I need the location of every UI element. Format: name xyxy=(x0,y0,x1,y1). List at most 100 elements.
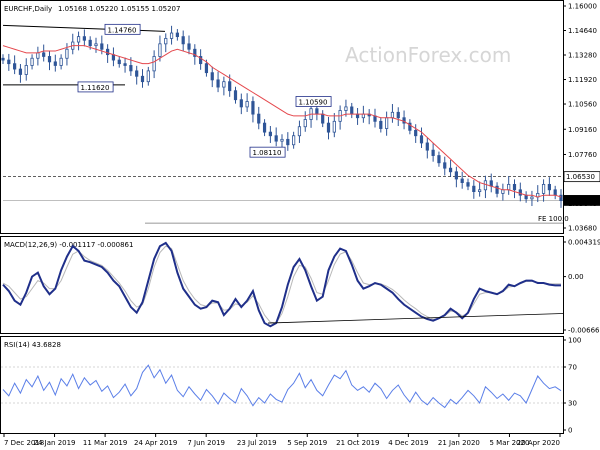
macd-panel-frame xyxy=(0,236,564,334)
candle-body xyxy=(123,63,127,66)
candle-body xyxy=(466,182,470,187)
candle-body xyxy=(140,75,145,83)
x-tick-label: 21 Oct 2019 xyxy=(336,439,379,447)
candle-body xyxy=(483,180,488,191)
candle-body xyxy=(396,111,400,119)
candle-body xyxy=(18,68,23,75)
candle-body xyxy=(390,111,395,119)
candle-body xyxy=(431,149,435,156)
candle-body xyxy=(106,48,110,56)
candle-body xyxy=(199,56,203,65)
candle-body xyxy=(448,167,453,173)
candle-body xyxy=(175,32,179,38)
price-y-tick-label: 1.14640 xyxy=(568,27,597,35)
macd-line xyxy=(2,241,561,328)
candle-body xyxy=(129,65,133,72)
rsi-line-path xyxy=(2,364,562,409)
candle-body xyxy=(315,108,319,115)
label-high-sep: 1.10590 xyxy=(299,98,328,106)
x-tick-label: 23 Jul 2019 xyxy=(237,439,277,447)
candle-body xyxy=(152,56,156,72)
candle-body xyxy=(292,135,296,146)
x-tick-label: 5 Mar 2020 xyxy=(489,439,529,447)
candle-body xyxy=(268,131,272,137)
tag-level-10653: 1.06530 xyxy=(566,173,595,181)
candle-body xyxy=(460,178,464,183)
candle-body xyxy=(437,155,441,164)
candle-body xyxy=(7,59,11,65)
macd-trendline xyxy=(267,313,564,324)
candle-body xyxy=(146,70,150,83)
candle-body xyxy=(222,81,226,88)
macd-y-tick-label: 0.00 xyxy=(568,273,584,281)
label-high-sep-box xyxy=(295,96,332,107)
candle-body xyxy=(373,115,377,122)
tag-level-10653-box xyxy=(563,171,600,183)
label-low-aug: 1.08110 xyxy=(253,149,282,157)
x-tick-label: 24 Jan 2019 xyxy=(34,439,76,447)
price-header-ohlc: 1.05168 1.05220 1.05155 1.05207 xyxy=(58,5,180,13)
candle-body xyxy=(204,63,209,74)
candle-body xyxy=(53,61,57,66)
macd-y-tick-label: 0.004319 xyxy=(568,239,600,247)
moving-average-line xyxy=(2,45,562,198)
candle-body xyxy=(169,32,174,39)
candle-body xyxy=(193,48,197,57)
candle-body xyxy=(164,38,168,45)
price-y-tick-label: 1.11920 xyxy=(568,76,597,84)
x-tick-label: 4 Dec 2019 xyxy=(388,439,428,447)
x-tick-label: 24 Apr 2019 xyxy=(134,439,177,447)
candle-body xyxy=(524,194,528,200)
label-high-apr: 1.14760 xyxy=(108,26,137,34)
candle-body xyxy=(82,36,86,41)
candle-body xyxy=(541,183,546,194)
candle-body xyxy=(187,43,191,50)
candle-body xyxy=(94,43,98,47)
candle-body xyxy=(332,120,336,133)
candle-body xyxy=(280,138,284,142)
candle-body xyxy=(419,135,424,144)
price-moving-average xyxy=(2,45,562,198)
candle-body xyxy=(297,126,302,137)
candle-body xyxy=(547,183,551,191)
watermark: ActionForex.com xyxy=(345,43,511,67)
candle-body xyxy=(216,79,220,88)
candle-body xyxy=(501,189,505,194)
rsi-y-tick-label: 70 xyxy=(568,364,577,372)
candle-body xyxy=(117,59,121,65)
price-y-tick-label: 1.16000 xyxy=(568,3,597,11)
price-y-tick-label: 1.03680 xyxy=(568,225,597,233)
candle-body xyxy=(228,81,232,92)
candle-body xyxy=(257,113,261,124)
rsi-y-axis: 100 70 30 0 xyxy=(563,337,581,435)
price-header-symbol: EURCHF,Daily xyxy=(4,5,52,13)
candle-body xyxy=(408,122,412,131)
candle-body xyxy=(472,185,476,193)
price-panel-frame xyxy=(0,0,564,234)
candle-body xyxy=(42,52,46,57)
label-low-mar: 1.11620 xyxy=(81,84,110,92)
x-tick-label: 21 Jan 2020 xyxy=(438,439,480,447)
label-high-apr-box xyxy=(104,23,141,35)
candle-body xyxy=(559,194,563,202)
price-y-tick-label: 1.10560 xyxy=(568,101,597,109)
tag-current-price: 1.05207 xyxy=(566,197,595,205)
rsi-header: RSI(14) 43.6828 xyxy=(4,341,61,349)
price-y-tick-label: 1.07760 xyxy=(568,151,597,159)
macd-header: MACD(12,26,9) -0.001117 -0.000861 xyxy=(4,241,133,249)
candle-body xyxy=(65,48,69,59)
candle-body xyxy=(111,54,116,61)
price-annotations: 1.14760 1.11620 1.10590 1.08110 1.06530 1.052… xyxy=(77,23,600,223)
candle-body xyxy=(13,63,17,70)
candle-body xyxy=(414,129,418,137)
x-tick-label: 5 Sep 2019 xyxy=(287,439,327,447)
rsi-y-tick-label: 30 xyxy=(568,400,577,408)
price-y-tick-label: 1.09160 xyxy=(568,126,597,134)
candle-body xyxy=(88,39,92,47)
candle-body xyxy=(326,122,331,133)
candle-body xyxy=(100,43,104,50)
candle-body xyxy=(181,36,185,45)
candle-body xyxy=(36,52,40,59)
candle-body xyxy=(24,65,28,75)
